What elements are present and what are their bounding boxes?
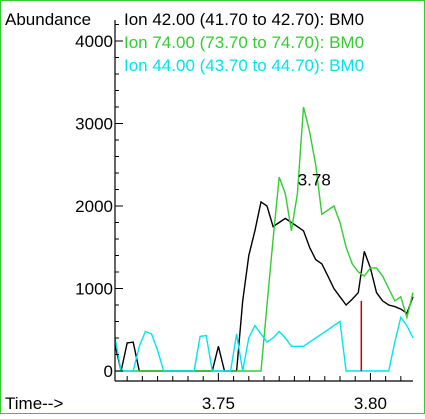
x-axis-label: Time--> <box>5 394 63 413</box>
x-tick-label: 3.75 <box>202 394 235 413</box>
y-tick-label: 3000 <box>75 115 113 134</box>
series-line-3 <box>114 315 414 372</box>
legend-entry-1: Ion 42.00 (41.70 to 42.70): BM0 <box>124 10 364 29</box>
plot-bg <box>4 4 421 410</box>
series-layer <box>114 106 414 372</box>
y-axis-label: Abundance <box>5 10 91 29</box>
y-tick-label: 0 <box>104 362 113 381</box>
y-tick-label: 1000 <box>75 280 113 299</box>
y-tick-label: 2000 <box>75 197 113 216</box>
peak-annotation: 3.78 <box>298 171 331 190</box>
legend-entry-2: Ion 74.00 (73.70 to 74.70): BM0 <box>124 33 364 52</box>
legend-entry-3: Ion 44.00 (43.70 to 44.70): BM0 <box>124 56 364 75</box>
y-tick-label: 4000 <box>75 32 113 51</box>
x-tick-label: 3.80 <box>354 394 387 413</box>
legend: Ion 42.00 (41.70 to 42.70): BM0 Ion 74.00… <box>124 10 364 75</box>
axes-layer: 0 1000 2000 3000 4000 3.75 3.80 <box>75 20 413 413</box>
